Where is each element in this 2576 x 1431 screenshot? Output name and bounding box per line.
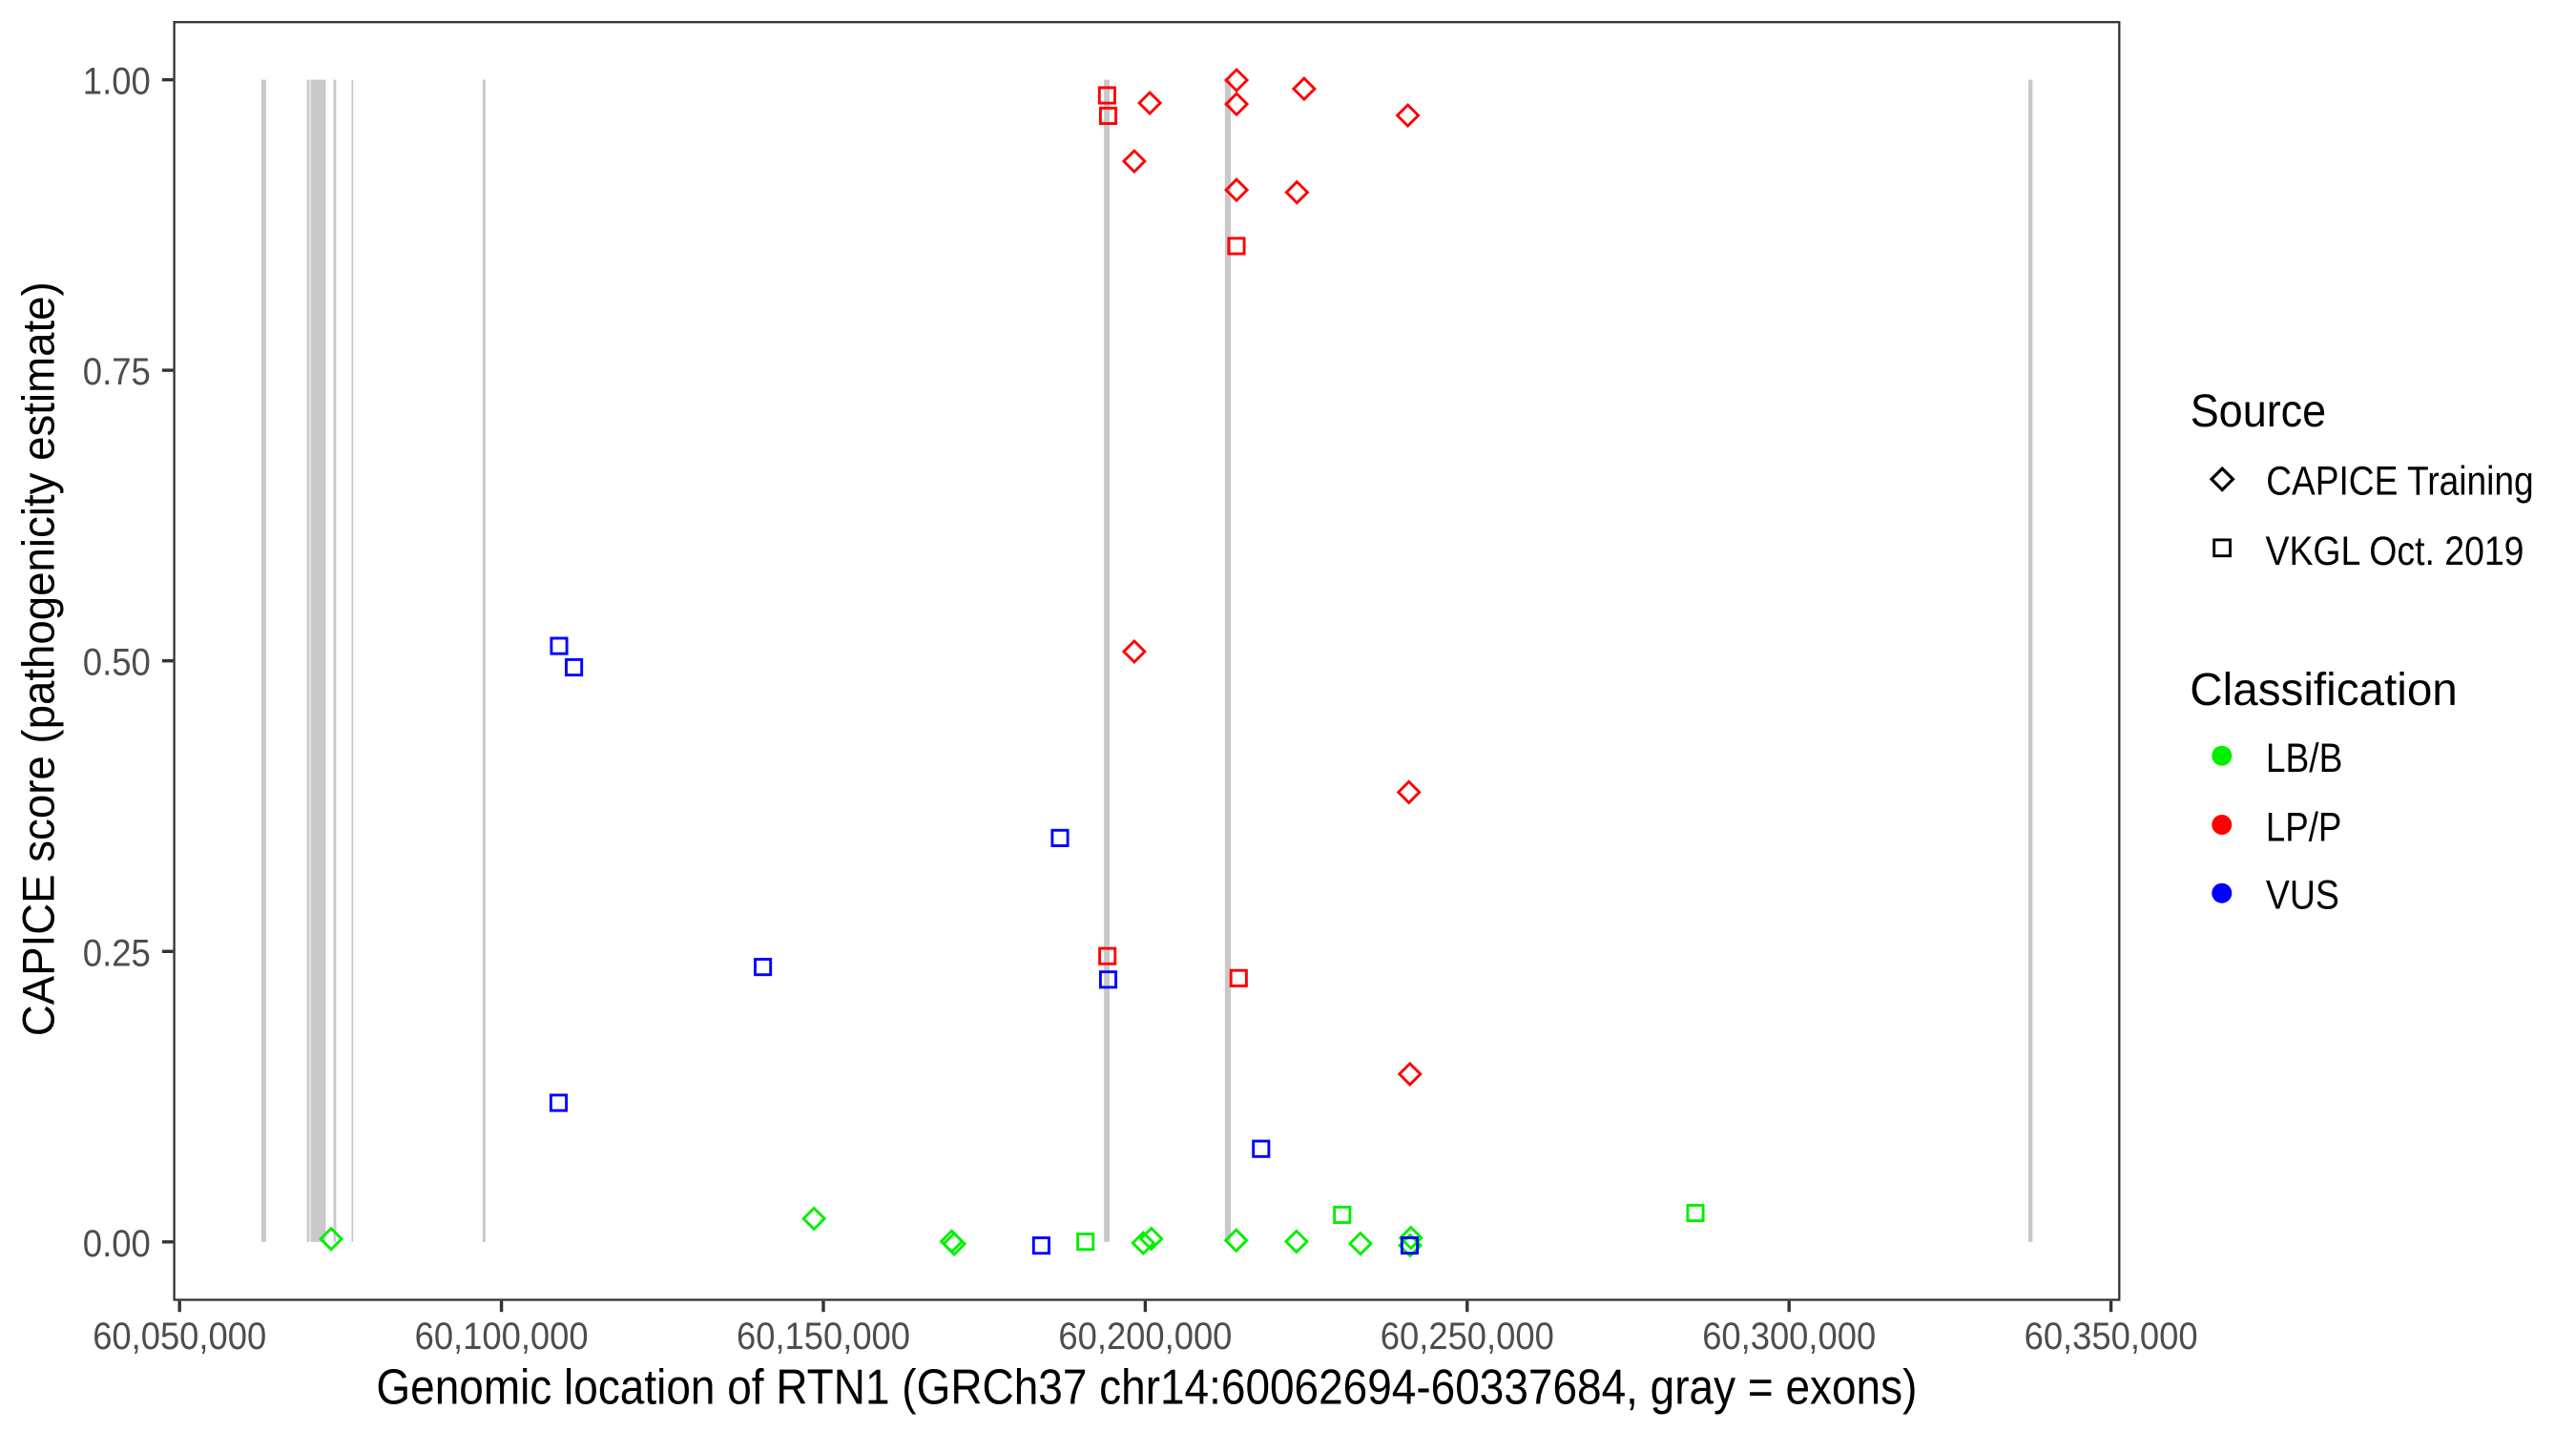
- svg-text:60,250,000: 60,250,000: [1381, 1316, 1554, 1358]
- svg-text:0.75: 0.75: [83, 351, 151, 393]
- svg-text:1.00: 1.00: [83, 61, 151, 103]
- svg-text:0.00: 0.00: [83, 1223, 151, 1265]
- svg-text:Genomic location of RTN1 (GRCh: Genomic location of RTN1 (GRCh37 chr14:6…: [376, 1360, 1917, 1416]
- svg-text:VUS: VUS: [2266, 873, 2339, 919]
- svg-text:CAPICE Training: CAPICE Training: [2266, 459, 2534, 505]
- svg-text:Source: Source: [2191, 386, 2327, 437]
- svg-text:60,300,000: 60,300,000: [1702, 1316, 1876, 1358]
- svg-text:CAPICE score (pathogenicity es: CAPICE score (pathogenicity estimate): [12, 281, 63, 1036]
- svg-text:Classification: Classification: [2190, 665, 2458, 716]
- svg-text:60,200,000: 60,200,000: [1058, 1316, 1232, 1358]
- svg-text:VKGL Oct. 2019: VKGL Oct. 2019: [2266, 529, 2524, 574]
- svg-text:LP/P: LP/P: [2266, 804, 2342, 850]
- svg-text:0.50: 0.50: [83, 642, 151, 684]
- svg-text:60,100,000: 60,100,000: [415, 1316, 589, 1358]
- svg-text:60,150,000: 60,150,000: [737, 1316, 910, 1358]
- svg-text:60,050,000: 60,050,000: [93, 1316, 266, 1358]
- svg-text:0.25: 0.25: [83, 932, 151, 974]
- svg-text:60,350,000: 60,350,000: [2025, 1316, 2198, 1358]
- svg-text:LB/B: LB/B: [2266, 736, 2343, 781]
